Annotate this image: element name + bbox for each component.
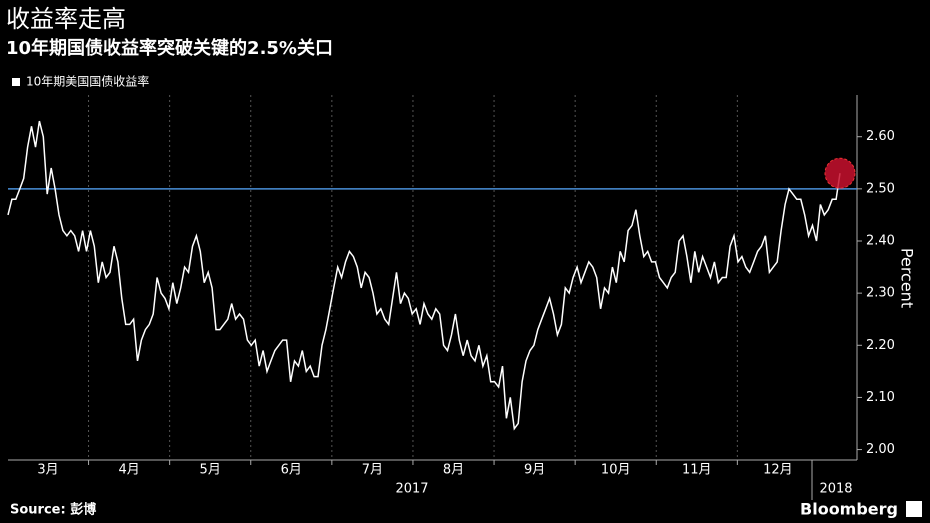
highlight-marker: [824, 157, 856, 189]
x-tick-label: 8月: [443, 463, 464, 478]
legend-label: 10年期美国国债收益率: [26, 74, 149, 89]
x-tick-label: 4月: [118, 463, 139, 478]
x-tick-label: 7月: [362, 463, 383, 478]
y-tick-label: 2.10: [866, 390, 895, 405]
x-tick-label: 6月: [281, 463, 302, 478]
x-tick-label: 10月: [601, 463, 631, 478]
legend-swatch: [12, 78, 20, 86]
x-tick-label: 5月: [200, 463, 221, 478]
x-tick-label: 3月: [37, 463, 58, 478]
x-tick-label: 11月: [682, 463, 712, 478]
y-tick-label: 2.40: [866, 234, 895, 249]
year-label: 2018: [819, 482, 852, 497]
chart-title: 收益率走高: [6, 5, 126, 33]
x-tick-label: 9月: [524, 463, 545, 478]
series-line: [7, 120, 841, 431]
year-label: 2017: [395, 482, 428, 497]
y-tick-label: 2.20: [866, 338, 895, 353]
y-tick-label: 2.50: [866, 181, 895, 196]
source: Source: 彭博: [10, 502, 96, 518]
brand-icon: [906, 501, 922, 517]
y-tick-label: 2.30: [866, 286, 895, 301]
y-tick-label: 2.60: [866, 129, 895, 144]
y-axis-label: Percent: [898, 248, 917, 308]
x-tick-label: 12月: [763, 463, 793, 478]
chart-subtitle: 10年期国债收益率突破关键的2.5%关口: [6, 37, 333, 59]
brand: Bloomberg: [800, 500, 898, 519]
y-tick-label: 2.00: [866, 442, 895, 457]
